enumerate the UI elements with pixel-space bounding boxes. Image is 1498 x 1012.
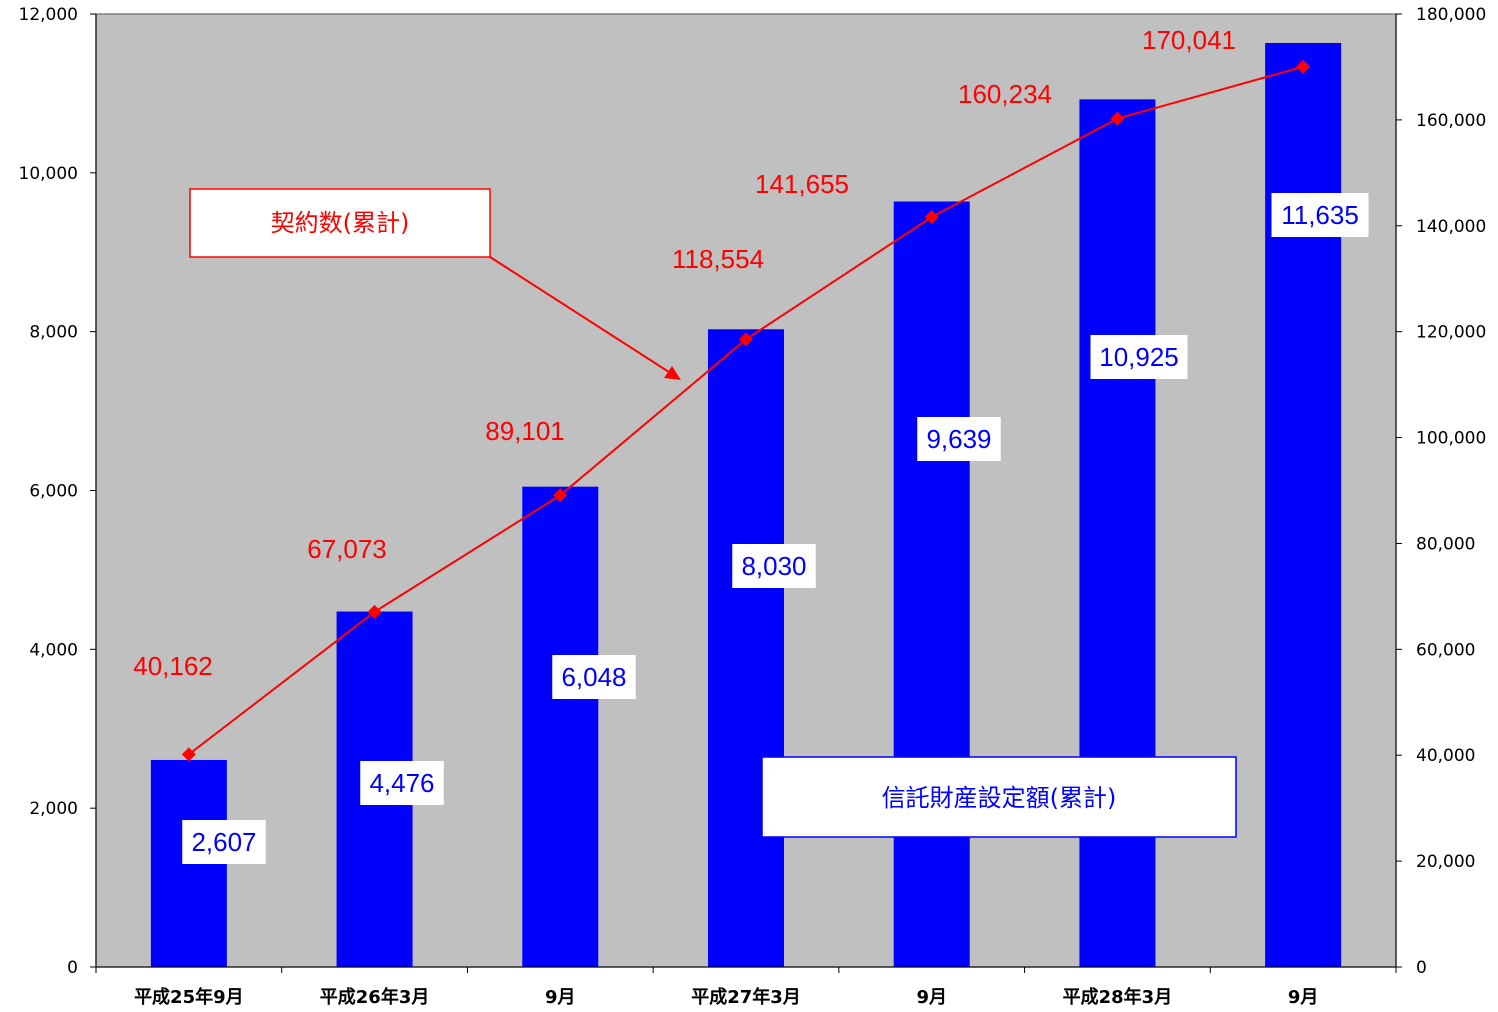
- bar-5: [893, 201, 970, 967]
- x-tick-label-1: 平成25年9月: [134, 986, 244, 1008]
- bar-data-label-box-6: [1090, 335, 1188, 379]
- line-marker-7: [1296, 59, 1311, 74]
- left-tick-label-4: 8,000: [29, 323, 78, 343]
- line-legend-callout: 契約数(累計): [189, 188, 681, 380]
- left-tick-label-3: 6,000: [29, 482, 78, 502]
- bar-legend-callout: 信託財産設定額(累計): [761, 756, 1237, 838]
- right-y-axis: 0 20,000 40,000 60,000 80,000 100,000 120,000 1…: [1395, 5, 1486, 978]
- line-legend-label: 契約数(累計): [271, 209, 410, 237]
- right-tick-label-5: 100,000: [1416, 429, 1486, 449]
- bar-data-label-box-3: [552, 655, 636, 699]
- bar-3: [522, 486, 599, 967]
- right-tick-label-3: 60,000: [1416, 640, 1475, 660]
- line-marker-6: [1110, 111, 1125, 126]
- bar-data-label-7: 11,635: [1281, 200, 1359, 230]
- left-tick-label-6: 12,000: [19, 5, 78, 25]
- bar-legend-label: 信託財産設定額(累計): [882, 784, 1117, 812]
- line-data-label-2: 67,073: [307, 534, 387, 564]
- bar-data-label-3: 6,048: [561, 662, 626, 692]
- bar-data-label-2: 4,476: [369, 768, 434, 798]
- bar-data-label-box-5: [917, 417, 1001, 461]
- line-data-label-6: 160,234: [958, 79, 1052, 109]
- bar-data-label-box-1: [182, 820, 266, 864]
- line-series: [181, 59, 1311, 762]
- right-tick-label-7: 140,000: [1416, 217, 1486, 237]
- line-legend-arrowhead: [664, 366, 681, 380]
- bar-data-label-box-2: [360, 761, 444, 805]
- right-tick-label-8: 160,000: [1416, 111, 1486, 131]
- right-tick-label-4: 80,000: [1416, 534, 1475, 554]
- bar-legend-box: [761, 756, 1237, 838]
- line-data-label-3: 89,101: [485, 416, 565, 446]
- x-tick-label-5: 9月: [916, 987, 947, 1008]
- line-legend-arrow: [489, 256, 673, 375]
- right-tick-label-6: 120,000: [1416, 323, 1486, 343]
- x-tick-label-7: 9月: [1288, 987, 1319, 1008]
- line-data-label-7: 170,041: [1142, 25, 1236, 55]
- bar-data-label-1: 2,607: [191, 827, 256, 857]
- bar-4: [708, 329, 784, 967]
- left-y-axis: 0 2,000 4,000 6,000 8,000 10,000 12,000: [19, 5, 97, 978]
- bar-data-label-box-4: [732, 544, 816, 588]
- x-axis: 平成25年9月 平成26年3月 9月 平成27年3月 9月 平成28年3月 9月: [95, 966, 1397, 1008]
- left-tick-label-2: 4,000: [29, 640, 78, 660]
- left-tick-label-1: 2,000: [29, 799, 78, 819]
- line-data-label-1: 40,162: [133, 651, 213, 681]
- x-tick-label-2: 平成26年3月: [320, 986, 430, 1008]
- line-data-labels: 40,162 67,073 89,101 118,554 141,655 160,234 1…: [133, 25, 1236, 681]
- left-tick-label-5: 10,000: [19, 164, 78, 184]
- line-marker-5: [924, 210, 939, 225]
- bar-data-label-6: 10,925: [1099, 342, 1179, 372]
- line-data-label-4: 118,554: [672, 244, 764, 274]
- bar-7: [1265, 42, 1342, 968]
- line-marker-3: [553, 488, 568, 503]
- line-marker-1: [181, 747, 196, 762]
- right-tick-label-0: 0: [1416, 958, 1427, 978]
- right-tick-label-1: 20,000: [1416, 852, 1475, 872]
- right-tick-label-9: 180,000: [1416, 5, 1486, 25]
- line-data-label-5: 141,655: [755, 169, 849, 199]
- line-marker-4: [739, 332, 753, 347]
- bar-data-label-5: 9,639: [926, 424, 991, 454]
- line-marker-2: [367, 604, 382, 619]
- x-tick-label-6: 平成28年3月: [1063, 986, 1173, 1008]
- right-tick-label-2: 40,000: [1416, 746, 1475, 766]
- left-tick-label-0: 0: [67, 958, 78, 978]
- bar-data-labels: 2,607 4,476 6,048 8,030 9,639 10,925 11,635: [182, 193, 1369, 864]
- x-tick-label-4: 平成27年3月: [691, 986, 801, 1008]
- x-tick-label-3: 9月: [545, 987, 576, 1008]
- bar-data-label-4: 8,030: [741, 551, 806, 581]
- bar-data-label-box-7: [1271, 193, 1369, 237]
- line-legend-box: [189, 188, 491, 258]
